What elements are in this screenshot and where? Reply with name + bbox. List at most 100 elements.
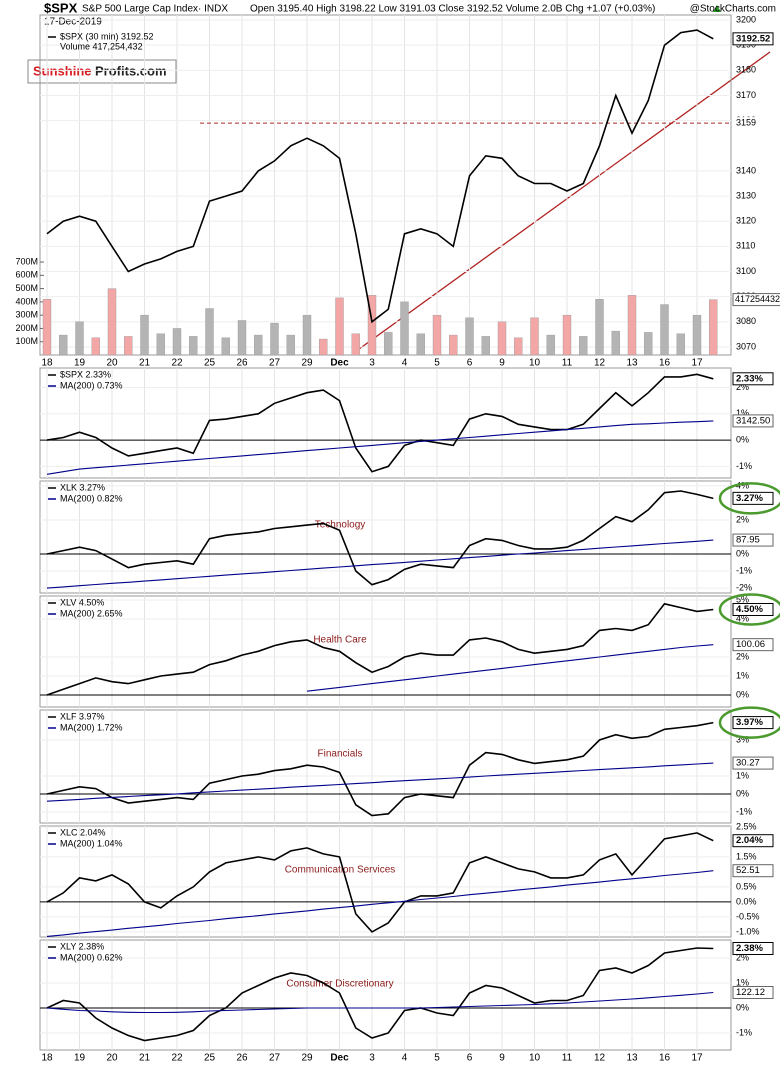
x-tick-label: 17 bbox=[691, 358, 703, 369]
price-line bbox=[46, 721, 714, 817]
end-label: 2.04% bbox=[736, 835, 763, 846]
y2-tick-label: 100M bbox=[15, 336, 38, 346]
y-tick-label: 1% bbox=[736, 770, 749, 780]
panel-frame bbox=[39, 709, 732, 824]
legend-entry: XLF 3.97% bbox=[60, 711, 105, 721]
volume-bar bbox=[367, 295, 377, 356]
x-tick-label: 21 bbox=[139, 358, 151, 369]
x-tick-label: 6 bbox=[467, 1053, 473, 1064]
volume-bar bbox=[449, 334, 458, 356]
end-label-box bbox=[732, 756, 774, 770]
x-tick-label: 11 bbox=[562, 358, 573, 369]
y-tick-label: -2% bbox=[736, 582, 752, 592]
volume-bar bbox=[676, 333, 685, 356]
x-tick-label: 5 bbox=[434, 1053, 440, 1064]
ma-line bbox=[306, 644, 714, 692]
x-tick-label: 3 bbox=[369, 358, 375, 369]
y-tick-label: 1% bbox=[736, 670, 749, 680]
x-tick-label: 20 bbox=[106, 1053, 118, 1064]
legend-entry: MA(200) 0.62% bbox=[60, 952, 123, 962]
x-tick-label: 6 bbox=[467, 358, 473, 369]
legend-entry: XLY 2.38% bbox=[60, 941, 104, 951]
legend-entry: XLV 4.50% bbox=[60, 597, 104, 607]
x-tick-label: 9 bbox=[499, 358, 505, 369]
y-tick-label: 2% bbox=[736, 952, 749, 962]
volume-bar bbox=[416, 333, 425, 356]
ma-line bbox=[46, 870, 714, 937]
date: 17-Dec-2019 bbox=[44, 17, 102, 28]
legend-entry: MA(200) 1.72% bbox=[60, 722, 123, 732]
legend-entry: $SPX 2.33% bbox=[60, 369, 111, 379]
x-tick-label: 18 bbox=[41, 1053, 53, 1064]
end-label: 2.38% bbox=[736, 943, 763, 954]
x-tick-label: 29 bbox=[301, 358, 313, 369]
x-tick-label: 10 bbox=[529, 358, 541, 369]
y2-tick-label: 400M bbox=[15, 296, 38, 306]
x-tick-label: 4 bbox=[402, 358, 408, 369]
x-tick-label: 25 bbox=[204, 1053, 216, 1064]
volume-bar bbox=[91, 337, 100, 356]
x-tick-label: 4 bbox=[402, 1053, 408, 1064]
x-tick-label: 27 bbox=[269, 1053, 281, 1064]
y-tick-label: 2% bbox=[736, 514, 749, 524]
volume-bar bbox=[156, 333, 165, 356]
volume-bar bbox=[692, 314, 702, 356]
end-label-box bbox=[732, 491, 774, 505]
x-tick-label: 16 bbox=[659, 358, 671, 369]
end-label: 2.33% bbox=[736, 373, 763, 384]
x-tick-label: 29 bbox=[301, 1053, 313, 1064]
y-tick-label: 3140 bbox=[736, 165, 756, 175]
trend-line bbox=[354, 51, 771, 353]
y-tick-label: 5% bbox=[736, 594, 749, 604]
volume-bar bbox=[319, 338, 328, 356]
y-tick-label: -1% bbox=[736, 461, 752, 471]
volume-bar bbox=[286, 334, 295, 356]
x-tick-label: 16 bbox=[659, 1053, 671, 1064]
logo-box bbox=[27, 59, 177, 84]
logo-part: Profits.com bbox=[95, 63, 167, 78]
volume-bar bbox=[562, 314, 572, 356]
end-label: 3.97% bbox=[736, 717, 763, 728]
end-label: 122.12 bbox=[736, 987, 765, 998]
y-tick-label: 0.5% bbox=[736, 881, 757, 891]
sector-label: Financials bbox=[317, 749, 362, 760]
sector-label: Communication Services bbox=[285, 865, 396, 876]
y-tick-label: 0% bbox=[736, 1002, 749, 1012]
y-tick-label: 1.5% bbox=[736, 851, 757, 861]
x-tick-label: 18 bbox=[41, 358, 53, 369]
price-line bbox=[46, 832, 714, 933]
y-tick-label: 3070 bbox=[736, 341, 756, 351]
y-tick-label: -1% bbox=[736, 806, 752, 816]
volume-bar bbox=[42, 299, 52, 356]
credit: @StockCharts.com bbox=[690, 4, 776, 15]
y-tick-label: 0% bbox=[736, 548, 749, 558]
y-tick-label: 3100 bbox=[736, 266, 756, 276]
y-tick-label: 1% bbox=[736, 408, 749, 418]
volume-bar bbox=[237, 320, 247, 356]
resistance-box bbox=[733, 117, 763, 130]
volume-bar bbox=[627, 295, 637, 356]
volume-bar bbox=[497, 321, 507, 356]
price-line bbox=[46, 490, 714, 586]
volume-bar bbox=[205, 308, 214, 356]
end-label: 3.27% bbox=[736, 493, 763, 504]
x-tick-label: 12 bbox=[594, 358, 606, 369]
x-tick-label: 22 bbox=[171, 358, 183, 369]
y-tick-label: 3170 bbox=[736, 90, 756, 100]
volume-bar bbox=[481, 336, 490, 356]
x-tick-label: 11 bbox=[562, 1053, 573, 1064]
volume-bar bbox=[400, 301, 409, 356]
end-label: 30.27 bbox=[736, 758, 760, 769]
ma-line bbox=[46, 539, 714, 589]
volume-bar bbox=[270, 322, 279, 356]
y-tick-label: 4% bbox=[736, 480, 749, 490]
legend-entry: MA(200) 1.04% bbox=[60, 838, 123, 848]
x-tick-label: 25 bbox=[204, 358, 216, 369]
y-tick-label: -1.0% bbox=[736, 926, 760, 936]
volume-bar bbox=[172, 328, 182, 356]
volume-bar bbox=[546, 334, 555, 356]
y-tick-label: 3180 bbox=[736, 65, 756, 75]
y-tick-label: 2.5% bbox=[736, 821, 757, 831]
end-label-box bbox=[732, 372, 774, 386]
volume-bar bbox=[335, 297, 344, 356]
